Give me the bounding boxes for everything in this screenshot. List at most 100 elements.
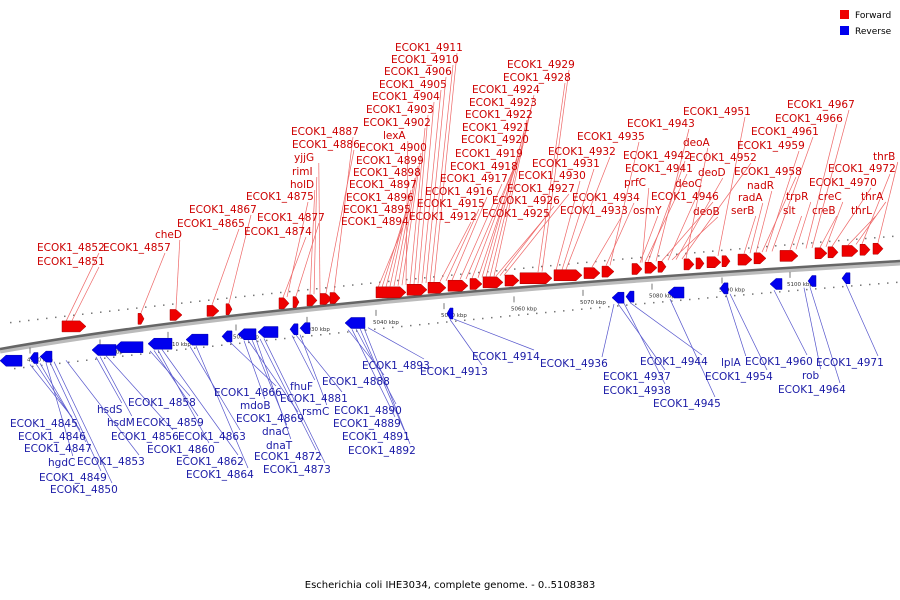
gene-label-ecok1-4852: ECOK1_4852 [37, 242, 105, 254]
gene-label-ecok1-4967: ECOK1_4967 [787, 99, 855, 111]
reverse-gene-block [289, 323, 299, 336]
forward-leader-line [459, 183, 503, 280]
track-dot [235, 296, 237, 299]
track-dot [127, 308, 129, 310]
track-dots [10, 235, 898, 370]
track-dot [424, 277, 426, 279]
forward-gene-block [553, 269, 583, 282]
forward-leader-line [211, 228, 240, 306]
forward-leader-line [743, 215, 757, 254]
gene-label-ecok1-4932: ECOK1_4932 [548, 146, 616, 158]
gene-label-ecok1-4850: ECOK1_4850 [50, 484, 118, 496]
track-dot [460, 273, 462, 276]
gene-label-ecok1-4856: ECOK1_4856 [111, 431, 179, 443]
gene-label-ecok1-4912: ECOK1_4912 [409, 211, 477, 223]
track-dot [869, 283, 871, 286]
gene-label-hold: holD [290, 179, 314, 191]
forward-leader-line [413, 114, 429, 285]
track-dot [446, 321, 448, 323]
forward-gene-block [427, 282, 447, 294]
track-dot [505, 269, 507, 271]
track-dot [874, 237, 876, 239]
gene-label-ecok1-4897: ECOK1_4897 [349, 179, 417, 191]
legend-reverse-label: Reverse [855, 27, 892, 37]
track-dot [122, 355, 124, 357]
track-dot [478, 271, 480, 274]
gene-label-lpla: lplA [721, 357, 741, 369]
genome-backbone [0, 259, 900, 351]
reverse-leader-line [99, 356, 133, 417]
track-dot [838, 239, 840, 242]
reverse-leader-line [65, 360, 140, 456]
gene-label-osmy: osmY [633, 205, 662, 217]
track-dot [770, 291, 772, 294]
track-dot [865, 237, 867, 240]
reverse-leader-line [189, 346, 241, 431]
gene-label-ecok1-4900: ECOK1_4900 [359, 142, 427, 154]
gene-label-deod: deoD [698, 167, 726, 179]
gene-label-ecok1-4960: ECOK1_4960 [745, 356, 813, 368]
gene-label-ecok1-4847: ECOK1_4847 [24, 443, 92, 455]
track-dot [208, 299, 210, 301]
reverse-leader-line [39, 363, 87, 443]
reverse-gene-block [807, 275, 817, 287]
track-dot [176, 349, 178, 351]
track-dot [730, 248, 732, 251]
forward-gene-block [657, 261, 667, 273]
reverse-leader-line [729, 293, 768, 371]
axis-tick-label: 5070 kbp [580, 300, 606, 306]
reverse-leader-line [617, 303, 666, 371]
gene-label-thrb: thrB [873, 151, 895, 163]
track-dot [145, 306, 147, 308]
reverse-gene-block [769, 278, 783, 290]
axis-tick-label: 5040 kbp [373, 320, 399, 326]
forward-leader-line [313, 176, 318, 295]
reverse-leader-line [601, 303, 615, 358]
track-dot [644, 302, 646, 305]
track-dot [734, 294, 736, 297]
gene-label-rob: rob [802, 370, 820, 382]
gene-label-ecok1-4929: ECOK1_4929 [507, 59, 575, 71]
reverse-leader-line [95, 356, 123, 404]
gene-label-ecok1-4892: ECOK1_4892 [348, 445, 416, 457]
reverse-leader-line [255, 339, 292, 440]
reverse-leader-line [29, 364, 73, 418]
gene-label-rada: radA [738, 192, 763, 204]
forward-gene-block [721, 255, 731, 267]
track-dot [824, 287, 826, 289]
track-dot [680, 299, 682, 302]
reverse-gene-block [221, 330, 233, 343]
gene-label-ecok1-4924: ECOK1_4924 [472, 84, 540, 96]
gene-label-ecok1-4874: ECOK1_4874 [244, 226, 312, 238]
forward-leader-line [65, 252, 100, 322]
forward-leader-line [765, 150, 800, 252]
forward-leader-line [605, 202, 635, 266]
reverse-leader-line [629, 302, 703, 356]
forward-gene-block [859, 243, 871, 256]
forward-gene-block [753, 252, 767, 265]
gene-label-ecok1-4946: ECOK1_4946 [651, 191, 719, 203]
track-dot [707, 297, 709, 299]
gene-label-ecok1-4922: ECOK1_4922 [465, 109, 533, 121]
reverse-leader-line [243, 340, 266, 400]
track-dot [509, 315, 511, 317]
track-dot [883, 236, 885, 238]
forward-leader-line [425, 76, 447, 283]
gene-label-ecok1-4961: ECOK1_4961 [751, 126, 819, 138]
track-dot [158, 351, 160, 353]
forward-leader-line [493, 94, 535, 277]
gene-label-ecok1-4937: ECOK1_4937 [603, 371, 671, 383]
track-dot [451, 274, 453, 276]
track-dot [257, 340, 259, 343]
gene-label-ecok1-4899: ECOK1_4899 [356, 155, 424, 167]
reverse-leader-line [299, 334, 328, 406]
gene-label-ecok1-4872: ECOK1_4872 [254, 451, 322, 463]
forward-gene-block [278, 297, 290, 310]
track-dot [793, 243, 795, 246]
forward-leader-line [397, 165, 419, 286]
forward-gene-block [206, 305, 220, 317]
forward-gene-block [841, 245, 859, 257]
track-dot [721, 249, 723, 252]
gene-label-ecok1-4875: ECOK1_4875 [246, 191, 314, 203]
forward-gene-block [469, 278, 483, 290]
